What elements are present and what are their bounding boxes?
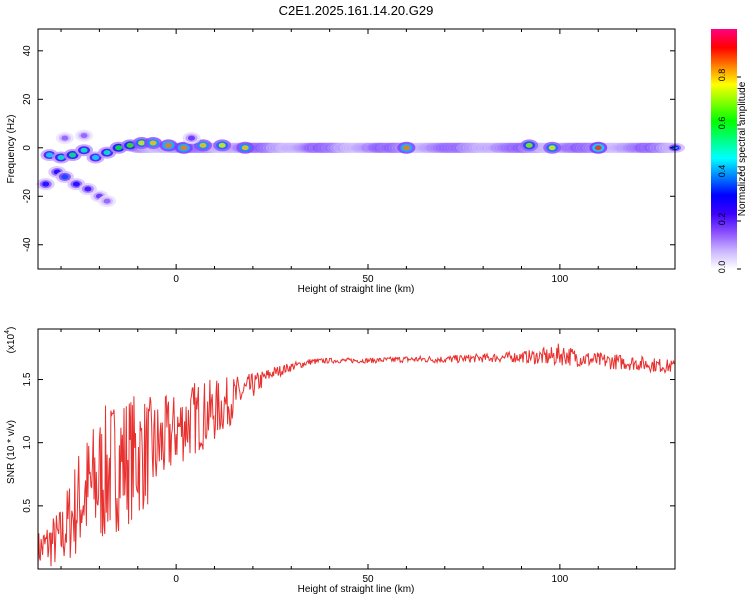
heatmap-blob (241, 145, 249, 151)
heatmap-blob (61, 174, 69, 180)
x-tick-label: 100 (552, 274, 569, 285)
y-tick-label: 1.5 (22, 372, 33, 386)
heatmap-blob (126, 142, 134, 148)
heatmap-panel: 0 50 100 -40 -20 0 20 40 Height of straight lin… (6, 28, 685, 295)
heatmap-blob (84, 186, 92, 192)
x-tick: 100 (552, 29, 569, 285)
heatmap-ylabel: Frequency (Hz) (6, 115, 17, 184)
y-tick: -40 (22, 237, 675, 252)
snr-axes: 0 50 100 0.5 1.0 1.5 (22, 329, 676, 585)
y-tick-label: 0 (22, 145, 33, 151)
y-tick-label: 40 (22, 45, 33, 57)
svg-text:(x104): (x104) (4, 327, 17, 354)
x-tick-label: 50 (362, 274, 374, 285)
snr-ylabel: SNR (10 * v/v) (6, 420, 17, 484)
heatmap-blob (61, 135, 69, 141)
heatmap-axes: 0 50 100 -40 -20 0 20 40 (22, 29, 676, 285)
colorbar-tick: 0.2 (717, 213, 741, 226)
y-tick-label: -40 (22, 237, 33, 252)
snr-series-line (37, 343, 675, 568)
snr-multiplier-label: (x10 (6, 333, 17, 353)
heatmap-xlabel: Height of straight line (km) (298, 284, 415, 295)
heatmap-blob (594, 145, 602, 151)
heatmap-blob (402, 145, 410, 151)
heatmap-blob (57, 154, 65, 160)
heatmap-blob (149, 140, 157, 146)
snr-frame (37, 328, 676, 570)
y-tick: 1.5 (22, 372, 675, 386)
heatmap-blob (187, 135, 195, 141)
heatmap-blob (69, 152, 77, 158)
colorbar-tick: 0.6 (717, 117, 741, 130)
colorbar-tick: 0.8 (717, 69, 741, 82)
snr-panel: 0 50 100 0.5 1.0 1.5 Height of straight line … (4, 327, 676, 595)
x-tick-label: 50 (362, 574, 374, 585)
heatmap-blob (46, 152, 54, 158)
heatmap-blobs (36, 129, 685, 208)
heatmap-frame (37, 28, 676, 270)
heatmap-blob (80, 133, 88, 139)
heatmap-blob (42, 181, 50, 187)
y-tick: 40 (22, 45, 675, 57)
y-tick: 0.5 (22, 498, 675, 513)
heatmap-blob (103, 150, 111, 156)
colorbar-label: Normalized spectral amplitude (737, 81, 748, 216)
colorbar: 0.0 0.2 0.4 0.6 0.8 Normalized spectral ampl… (711, 29, 748, 273)
x-tick-label: 100 (552, 574, 569, 585)
colorbar-tick-label: 0.4 (717, 165, 727, 178)
heatmap-blob (80, 147, 88, 153)
x-tick-label: 0 (173, 574, 179, 585)
y-tick-label: 1.0 (22, 435, 33, 449)
snr-multiplier: (x104) (4, 327, 17, 354)
heatmap-blob (525, 142, 533, 148)
snr-xlabel: Height of straight line (km) (298, 584, 415, 595)
heatmap-blob (92, 154, 100, 160)
heatmap-blob (103, 198, 111, 204)
heatmap-blob (218, 142, 226, 148)
heatmap-blob (180, 145, 188, 151)
chart-title: C2E1.2025.161.14.20.G29 (279, 3, 434, 18)
colorbar-gradient (711, 29, 737, 269)
heatmap-blob (199, 142, 207, 148)
x-tick: 100 (552, 329, 569, 585)
x-tick: 0 (173, 29, 179, 285)
colorbar-tick: 0.0 (717, 261, 741, 274)
y-tick: 1.0 (22, 435, 675, 450)
y-tick: 20 (22, 93, 675, 105)
heatmap-blob (138, 140, 146, 146)
y-tick: -20 (22, 189, 675, 204)
y-tick-label: 20 (22, 93, 33, 105)
x-tick: 50 (362, 329, 374, 585)
heatmap-blob (164, 142, 172, 148)
colorbar-ticks: 0.0 0.2 0.4 0.6 0.8 (717, 69, 741, 274)
colorbar-tick-label: 0.8 (717, 69, 727, 82)
y-tick-label: -20 (22, 189, 33, 204)
heatmap-blob (548, 145, 556, 151)
colorbar-tick-label: 0.2 (717, 213, 727, 226)
heatmap-blob (72, 181, 80, 187)
snr-multiplier-close: ) (6, 327, 17, 330)
colorbar-tick: 0.4 (717, 165, 741, 178)
snr-multiplier-exp: 4 (4, 330, 11, 334)
y-tick-label: 0.5 (22, 498, 33, 512)
x-tick-label: 0 (173, 274, 179, 285)
colorbar-tick-label: 0.6 (717, 117, 727, 130)
x-tick: 0 (173, 329, 179, 585)
colorbar-tick-label: 0.0 (717, 261, 727, 274)
heatmap-blob (115, 145, 123, 151)
x-tick: 50 (362, 29, 374, 285)
y-tick: 0 (22, 145, 675, 151)
